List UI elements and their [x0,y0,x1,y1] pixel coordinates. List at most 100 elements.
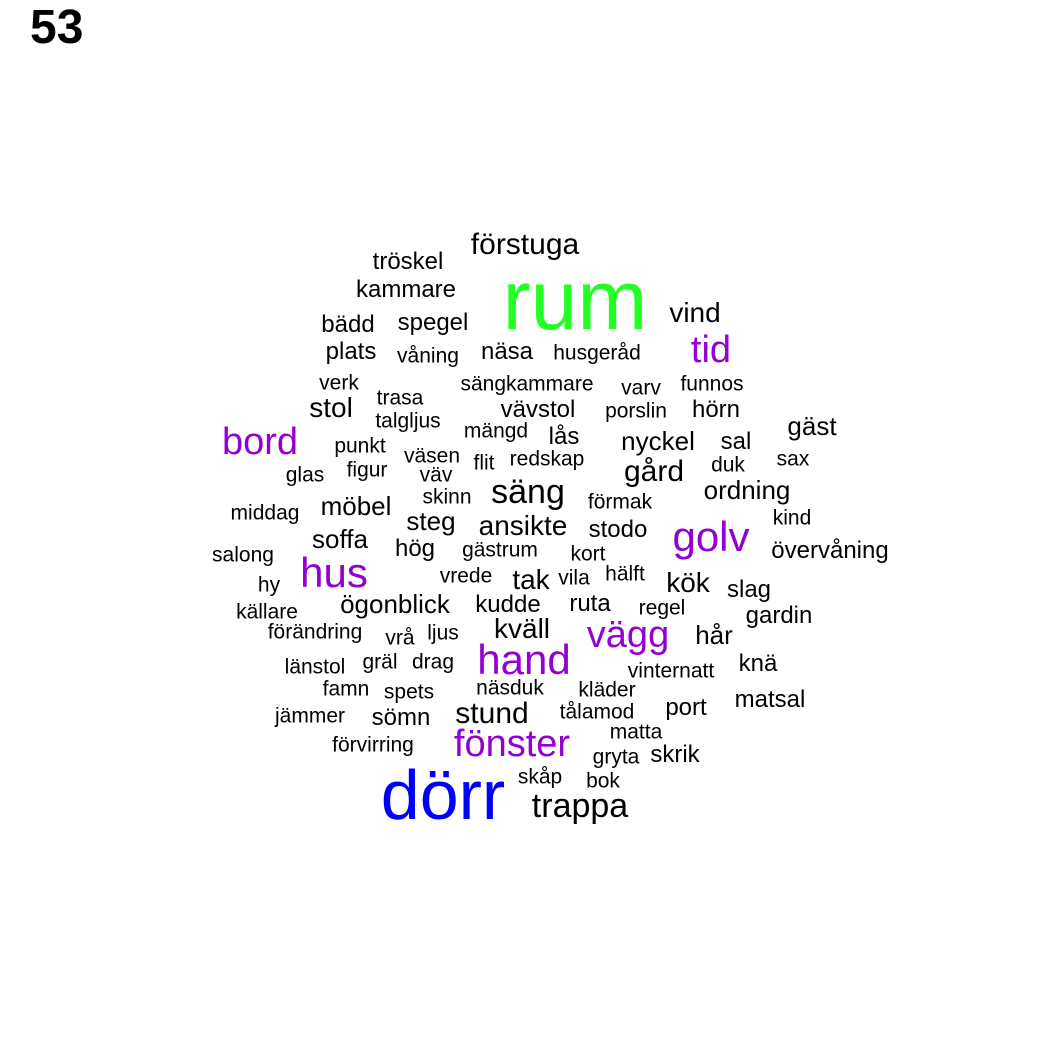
cloud-word: trappa [531,787,629,825]
cloud-word: port [665,694,707,721]
cloud-word: tröskel [372,248,444,275]
cloud-word: väsen [403,444,461,468]
cloud-word: förstuga [470,228,580,261]
cloud-word: skåp [517,765,563,789]
cloud-word: förändring [267,620,363,644]
cloud-word: famn [322,677,370,701]
cloud-word: kort [570,542,606,566]
cloud-word: verk [319,371,359,395]
cloud-word: sömn [371,704,431,731]
cloud-word: ansikte [478,510,568,541]
cloud-word: duk [711,453,745,477]
cloud-word: trasa [376,386,424,410]
cloud-word: kök [666,567,710,598]
cloud-word: ögonblick [340,589,450,619]
cloud-word: kudde [475,591,541,618]
cloud-word: salong [212,543,274,567]
cloud-word: husgeråd [553,341,641,365]
cloud-word: nyckel [621,426,695,456]
cloud-word: glas [285,463,325,487]
cloud-word: bord [221,421,299,463]
cloud-word: tid [690,329,732,371]
cloud-word: stol [309,392,353,423]
cloud-word: jämmer [274,704,346,728]
cloud-word: golv [672,513,750,560]
cloud-word: punkt [334,434,386,458]
cloud-word: kammare [355,276,457,303]
cloud-word: plats [325,338,377,365]
cloud-word: vägg [586,614,670,656]
cloud-word: fönster [453,723,571,765]
cloud-word: våning [397,344,459,368]
cloud-word: näsa [480,338,534,365]
cloud-word: vinternatt [627,659,715,683]
cloud-word: dörr [380,756,506,834]
cloud-word: förmak [587,490,653,514]
cloud-word: övervåning [771,537,889,564]
cloud-word: soffa [312,524,368,554]
cloud-word: sal [720,428,752,455]
cloud-word: gardin [745,602,813,629]
cloud-word: skrik [650,741,700,768]
cloud-word: väv [419,463,453,487]
cloud-word: vila [558,566,590,590]
cloud-word: bädd [321,311,375,338]
cloud-word: vävstol [500,396,576,423]
cloud-word: kväll [493,613,551,644]
cloud-word: steg [406,506,456,536]
cloud-word: flit [473,451,495,475]
cloud-word: talgljus [375,409,441,433]
cloud-word: spets [383,680,435,704]
cloud-word: gård [623,455,685,488]
cloud-word: hög [394,535,436,562]
cloud-word: länstol [284,655,346,679]
cloud-word: sax [776,447,810,471]
cloud-word: figur [346,458,388,482]
cloud-word: hörn [691,396,741,423]
cloud-word: matsal [734,686,806,713]
cloud-word: stund [455,697,529,730]
cloud-word: möbel [320,491,392,521]
cloud-word: regel [638,596,686,620]
cloud-word: lås [548,423,580,450]
cloud-word: kind [772,506,812,530]
cloud-word: ljus [427,621,459,645]
cloud-word: porslin [605,399,667,423]
cloud-word: tak [512,564,550,595]
cloud-word: middag [230,501,300,525]
cloud-word: hår [695,620,733,650]
cloud-word: säng [491,473,565,511]
cloud-word: gryta [592,745,640,769]
cloud-word: bok [586,769,620,793]
cloud-word: kläder [578,678,636,702]
cloud-word: slag [726,576,772,603]
cloud-word: rum [502,253,648,347]
cloud-word: vrede [439,564,493,588]
cloud-word: förvirring [332,733,414,757]
cloud-word: källare [236,600,298,624]
cloud-word: gäst [787,411,837,441]
cloud-word: gästrum [462,538,538,562]
cloud-word: ruta [569,590,611,617]
cloud-word: funnos [680,372,744,396]
cloud-word: tålamod [559,700,635,724]
cloud-word: hy [257,573,281,597]
cloud-word: ordning [703,475,791,505]
cloud-word: hand [477,636,571,683]
cloud-word: knä [738,650,778,677]
cloud-word: redskap [509,447,585,471]
cloud-word: sängkammare [460,372,594,396]
cloud-word: näsduk [476,676,544,700]
cloud-word: vind [669,297,721,328]
page-number: 53 [30,1,84,54]
cloud-word: stodo [588,516,648,543]
cloud-word: vrå [385,626,415,650]
cloud-word: varv [621,376,661,400]
cloud-word: gräl [362,650,398,674]
cloud-word: matta [609,720,663,744]
cloud-word: drag [411,650,455,674]
cloud-word: hälft [605,562,645,586]
cloud-word: skinn [422,485,472,509]
cloud-word: mängd [463,419,529,443]
